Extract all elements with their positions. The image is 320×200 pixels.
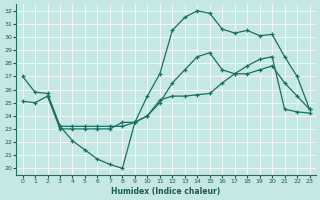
X-axis label: Humidex (Indice chaleur): Humidex (Indice chaleur) — [111, 187, 221, 196]
